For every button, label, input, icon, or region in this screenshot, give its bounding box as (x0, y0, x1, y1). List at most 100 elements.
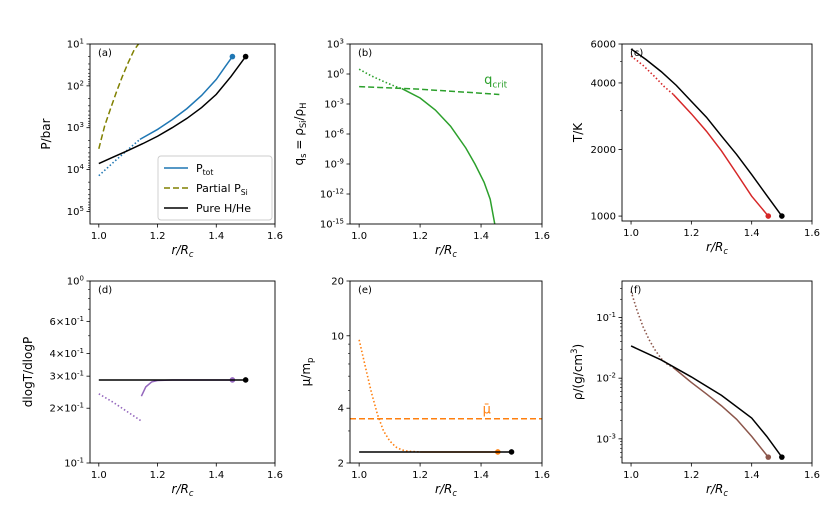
panel-d-ylabel: dlogT/dlogP (21, 337, 35, 407)
panel-d-xtick-label: 1.6 (267, 470, 283, 481)
legend-frame (157, 155, 273, 221)
panel-b-xtick-label: 1.6 (534, 231, 550, 242)
panel-e-ylabel: μ/mp (299, 358, 315, 387)
panel-b: 1.0 1.2 1.4 1.6 10-15 10-12 10-9 10-6 10-3 100 103… (292, 38, 550, 260)
panel-f-axes-frame (621, 280, 813, 464)
panel-c-axes-frame (621, 43, 813, 222)
panel-d-ytick-label: 2×10-1 (50, 402, 84, 415)
panel-d-series-pure-h-he-endpoint (242, 377, 249, 383)
panel-a-ytick-label: 103 (67, 121, 84, 134)
panel-b-xlabel: r/Rc (435, 243, 457, 259)
panel-a-xlabel: r/Rc (172, 243, 194, 259)
panel-c-xtick-label: 1.2 (683, 228, 699, 239)
panel-a-label: (a) (98, 48, 112, 59)
panel-c-ytick-label: 1000 (591, 212, 616, 223)
panel-a-series-pure-h-he-endpoint (242, 53, 249, 60)
panel-a-xtick-label: 1.4 (208, 231, 224, 242)
panel-a-series-p-tot-endpoint (229, 53, 236, 60)
panel-b-series-q-s-dotted (358, 68, 403, 90)
panel-b-label: (b) (358, 48, 372, 59)
legend-entry-pure-h-he: Pure H/He (196, 202, 251, 215)
panel-f-xtick-label: 1.2 (683, 470, 699, 481)
panel-b-ytick-label: 10-6 (324, 128, 344, 141)
panel-a-ytick-label: 101 (67, 38, 84, 51)
panel-c-series-t-dotted (630, 55, 674, 96)
panel-f: 1.0 1.2 1.4 1.6 10-3 10-2 10-1 (f) r/Rc ρ/(g/cm3) (569, 280, 820, 498)
panel-e-xtick-label: 1.2 (412, 470, 428, 481)
panel-d-series-gradient (140, 379, 233, 397)
panel-e-xtick-label: 1.6 (534, 470, 550, 481)
panel-d-xtick-label: 1.2 (150, 470, 166, 481)
panel-a-series-p-tot-dotted (98, 138, 141, 177)
panel-c-ytick-label: 6000 (591, 40, 616, 51)
panel-c-ytick-label: 2000 (591, 145, 616, 156)
panel-e: 1.0 1.2 1.4 1.6 2 4 10 20 (e) r/Rc μ/mp μ̄ (299, 277, 550, 499)
panel-d-ytick-label: 6×10-1 (50, 315, 84, 328)
panel-b-ytick-label: 10-9 (324, 158, 344, 171)
panel-a-ytick-label: 105 (67, 205, 84, 218)
panel-b-ytick-label: 10-12 (320, 188, 344, 201)
panel-f-series- (672, 366, 769, 458)
panel-c-series-t-endpoint (765, 213, 772, 219)
panel-a-ylabel: P/bar (39, 118, 53, 149)
panel-d-xtick-label: 1.0 (91, 470, 107, 481)
panel-b-ytick-label: 103 (327, 38, 344, 51)
panel-c-xtick-label: 1.4 (744, 228, 760, 239)
panel-c-ylabel: T/K (571, 122, 585, 143)
panel-c-xlabel: r/Rc (706, 240, 728, 256)
panel-d-label: (d) (98, 285, 112, 296)
panel-b-axes-frame (349, 43, 543, 225)
panel-e-series-pure-h-he-endpoint (508, 449, 515, 455)
panel-e-xtick-label: 1.4 (473, 470, 489, 481)
panel-a-ytick-label: 102 (67, 79, 84, 92)
panel-f-series--endpoint (765, 454, 772, 460)
panel-d-ytick-label: 10-1 (64, 457, 84, 470)
panel-d-xtick-label: 1.4 (208, 470, 224, 481)
panel-b-ytick-label: 10-3 (324, 98, 344, 111)
panel-b-series-q-s (401, 87, 496, 224)
panel-d: 1.0 1.2 1.4 1.6 10-1 2×10-1 3×10-1 4×10-1 6×10-1… (21, 275, 283, 499)
panel-e-xlabel: r/Rc (435, 482, 457, 498)
panel-a-ytick-label: 104 (67, 163, 85, 176)
panel-a-legend: Ptot Partial PSi Pure H/He (157, 155, 273, 221)
panel-c-series-pure-h-he-endpoint (779, 213, 785, 219)
panel-d-ytick-label: 3×10-1 (50, 370, 84, 383)
panel-e-axes-frame (349, 280, 543, 464)
panel-e-series-dotted (358, 339, 421, 453)
panel-f-xtick-label: 1.0 (623, 470, 639, 481)
panel-a-xtick-label: 1.0 (91, 231, 107, 242)
panel-f-ylabel: ρ/(g/cm3) (569, 344, 585, 400)
panel-f-ytick-label: 10-3 (596, 432, 616, 445)
panel-e-xtick-label: 1.0 (351, 470, 367, 481)
panel-a-xtick-label: 1.2 (150, 231, 166, 242)
panel-f-series-pure-h-he-endpoint (779, 454, 785, 460)
panel-c-xtick-label: 1.6 (804, 228, 820, 239)
panel-a-series-partial-p-si (98, 44, 140, 150)
panel-b-series-q-crit (359, 85, 500, 96)
panel-f-xlabel: r/Rc (706, 482, 728, 498)
panel-d-axes-frame (89, 280, 276, 464)
panel-f-xtick-label: 1.6 (804, 470, 820, 481)
panel-b-annotation-q-crit: qcrit (484, 73, 508, 90)
panel-e-ytick-label: 20 (331, 277, 344, 288)
panel-f-series-dotted (630, 291, 674, 369)
panel-c-label: (c) (630, 48, 643, 59)
panel-f-ytick-label: 10-2 (596, 372, 616, 385)
panel-e-annotation-: μ̄ (483, 402, 491, 417)
panel-b-xtick-label: 1.0 (351, 231, 367, 242)
panel-e-ytick-label: 10 (331, 331, 344, 342)
panel-c-series-pure-h-he (630, 48, 783, 217)
panel-f-label: (f) (630, 285, 641, 296)
panel-c-ytick-label: 4000 (591, 78, 616, 89)
panel-a-series-p-tot (139, 56, 234, 141)
panel-f-ytick-label: 10-1 (596, 311, 616, 324)
panel-e-ytick-label: 2 (338, 459, 344, 470)
legend-entry-p-tot: Ptot (196, 162, 213, 177)
legend-entry-partial-p-si: Partial PSi (196, 182, 248, 197)
panel-f-xtick-label: 1.4 (744, 470, 760, 481)
panel-b-xtick-label: 1.2 (412, 231, 428, 242)
panel-d-ytick-label: 4×10-1 (50, 347, 84, 360)
panel-b-ytick-label: 100 (327, 68, 344, 81)
panel-c: 1.0 1.2 1.4 1.6 1000 2000 4000 6000 (c) r/Rc T/K (571, 40, 820, 257)
